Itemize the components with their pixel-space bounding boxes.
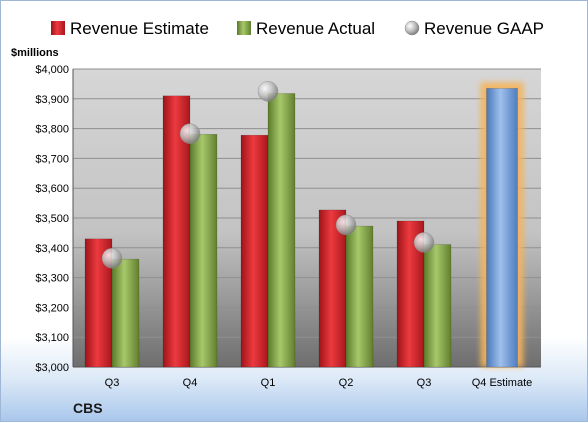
bar (240, 134, 269, 368)
gaap-point (101, 247, 123, 269)
gaap-point (179, 123, 201, 144)
bar (486, 88, 518, 368)
y-tick-label: $4,000 (35, 64, 69, 76)
y-tick-label: $3,100 (35, 332, 69, 344)
x-tick-label: Q3 (417, 377, 432, 389)
bar (189, 134, 218, 368)
y-tick-label: $3,700 (35, 153, 69, 165)
company-label: CBS (73, 400, 103, 416)
bar (84, 238, 113, 368)
y-tick-label: $3,200 (35, 302, 69, 314)
y-tick-label: $3,500 (35, 213, 69, 225)
bar (423, 244, 452, 368)
legend-swatch (51, 21, 65, 35)
legend-swatch (237, 21, 251, 35)
gaap-point (413, 232, 435, 253)
bar (318, 209, 347, 368)
y-tick-label: $3,800 (35, 124, 69, 136)
legend-label: Revenue GAAP (424, 19, 544, 38)
gaap-point (257, 81, 279, 102)
x-tick-label: Q3 (105, 377, 120, 389)
y-tick-label: $3,600 (35, 183, 69, 195)
x-tick-label: Q2 (339, 377, 354, 389)
x-tick-label: Q4 Estimate (472, 377, 533, 389)
gaap-point (335, 214, 357, 236)
y-tick-label: $3,900 (35, 94, 69, 106)
legend-label: Revenue Estimate (70, 19, 209, 38)
y-tick-label: $3,400 (35, 243, 69, 255)
y-axis-unit-label: $millions (11, 47, 59, 59)
y-tick-label: $3,300 (35, 273, 69, 285)
x-tick-label: Q1 (261, 377, 276, 389)
x-tick-label: Q4 (183, 377, 198, 389)
bar (111, 258, 140, 368)
legend-swatch (404, 20, 420, 36)
legend-label: Revenue Actual (256, 19, 375, 38)
bar (267, 93, 296, 368)
y-tick-label: $3,000 (35, 362, 69, 374)
bar (345, 225, 374, 368)
